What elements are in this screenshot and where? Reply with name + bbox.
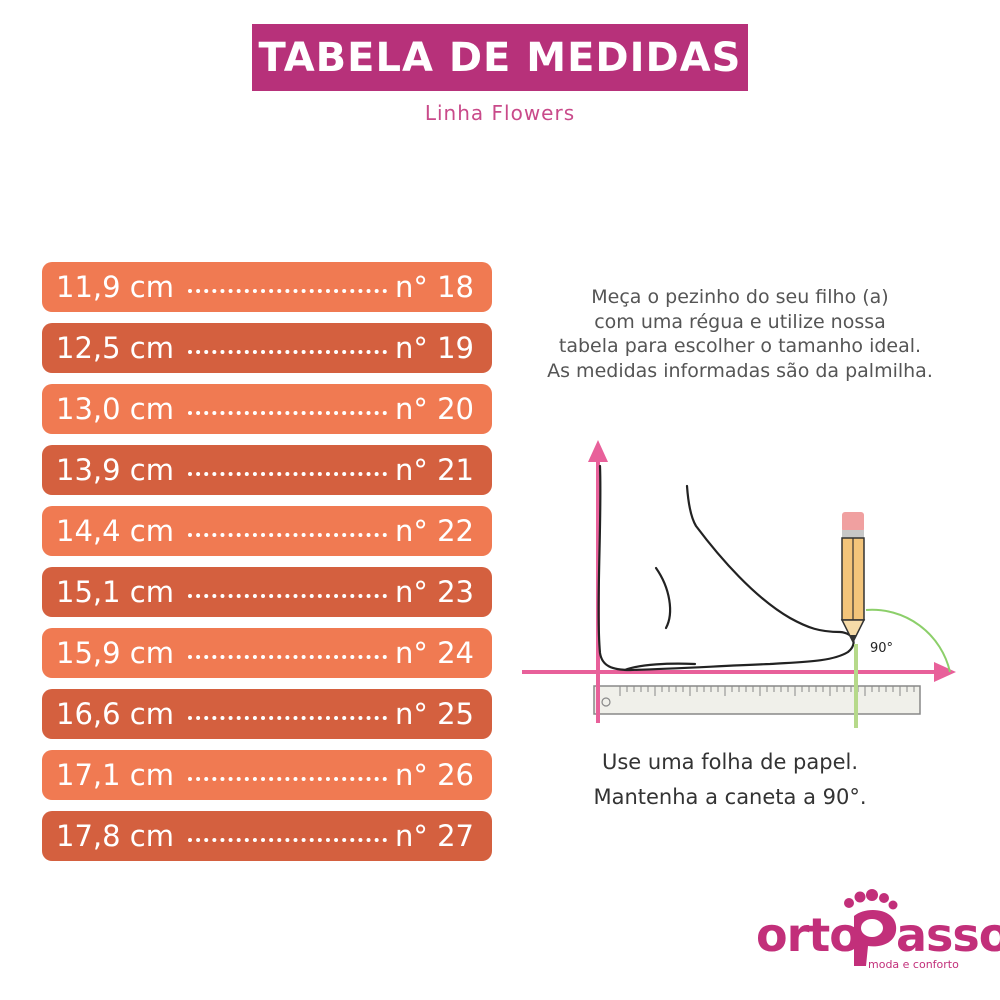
logo-text-part2: asso	[896, 908, 1000, 962]
size-cm-value: 13,0 cm	[56, 392, 174, 426]
size-number: n° 26	[395, 758, 474, 792]
ortopasso-logo: orto asso moda e conforto	[756, 888, 1000, 978]
dotted-leader	[187, 838, 387, 842]
size-row: 13,0 cm n° 20	[42, 384, 492, 434]
footprint-icon	[844, 889, 898, 966]
instruction-line: Meça o pezinho do seu filho (a)	[591, 286, 889, 308]
size-row: 17,1 cm n° 26	[42, 750, 492, 800]
size-row: 15,9 cm n° 24	[42, 628, 492, 678]
size-row: 16,6 cm n° 25	[42, 689, 492, 739]
instruction-line: tabela para escolher o tamanho ideal.	[558, 335, 922, 357]
size-row: 15,1 cm n° 23	[42, 567, 492, 617]
size-number: n° 19	[395, 331, 474, 365]
size-cm-value: 15,1 cm	[56, 575, 174, 609]
angle-arc	[865, 608, 951, 673]
page-subtitle: Linha Flowers	[424, 101, 576, 125]
size-cm-value: 13,9 cm	[56, 453, 174, 487]
size-cm-value: 17,1 cm	[56, 758, 174, 792]
dotted-leader	[187, 777, 387, 781]
dotted-leader	[187, 716, 387, 720]
dotted-leader	[187, 411, 387, 415]
title-banner: TABELA DE MEDIDAS	[252, 24, 748, 91]
dotted-leader	[187, 350, 387, 354]
pencil-icon	[840, 512, 866, 644]
dotted-leader	[187, 594, 387, 598]
dotted-leader	[187, 655, 387, 659]
dotted-leader	[187, 533, 387, 537]
dotted-leader	[187, 289, 387, 293]
foot-measure-diagram: 90°	[522, 440, 956, 728]
size-row: 13,9 cm n° 21	[42, 445, 492, 495]
size-number: n° 25	[395, 697, 474, 731]
size-cm-value: 15,9 cm	[56, 636, 174, 670]
size-row: 14,4 cm n° 22	[42, 506, 492, 556]
size-number: n° 20	[395, 392, 474, 426]
horizontal-axis	[522, 662, 956, 682]
size-number: n° 24	[395, 636, 474, 670]
angle-label: 90°	[870, 641, 893, 656]
size-number: n° 18	[395, 270, 474, 304]
size-cm-value: 17,8 cm	[56, 819, 174, 853]
size-number: n° 21	[395, 453, 474, 487]
size-number: n° 23	[395, 575, 474, 609]
ruler	[593, 685, 921, 715]
caption-line-1: Use uma folha de papel.	[601, 750, 859, 774]
size-cm-value: 16,6 cm	[56, 697, 174, 731]
caption-line-2: Mantenha a caneta a 90°.	[593, 785, 867, 809]
size-cm-value: 12,5 cm	[56, 331, 174, 365]
instructions-text: Meça o pezinho do seu filho (a) com uma …	[520, 285, 960, 383]
dotted-leader	[187, 472, 387, 476]
size-number: n° 27	[395, 819, 474, 853]
size-number: n° 22	[395, 514, 474, 548]
logo-tagline: moda e conforto	[868, 958, 959, 971]
size-row: 11,9 cm n° 18	[42, 262, 492, 312]
instruction-line: As medidas informadas são da palmilha.	[547, 359, 933, 382]
size-row: 12,5 cm n° 19	[42, 323, 492, 373]
logo-text-part1: orto	[756, 908, 861, 962]
size-cm-value: 11,9 cm	[56, 270, 174, 304]
foot-outline-icon	[597, 464, 855, 672]
size-cm-value: 14,4 cm	[56, 514, 174, 548]
instruction-line: com uma régua e utilize nossa	[594, 310, 886, 333]
size-row: 17,8 cm n° 27	[42, 811, 492, 861]
page-title: TABELA DE MEDIDAS	[258, 34, 742, 81]
